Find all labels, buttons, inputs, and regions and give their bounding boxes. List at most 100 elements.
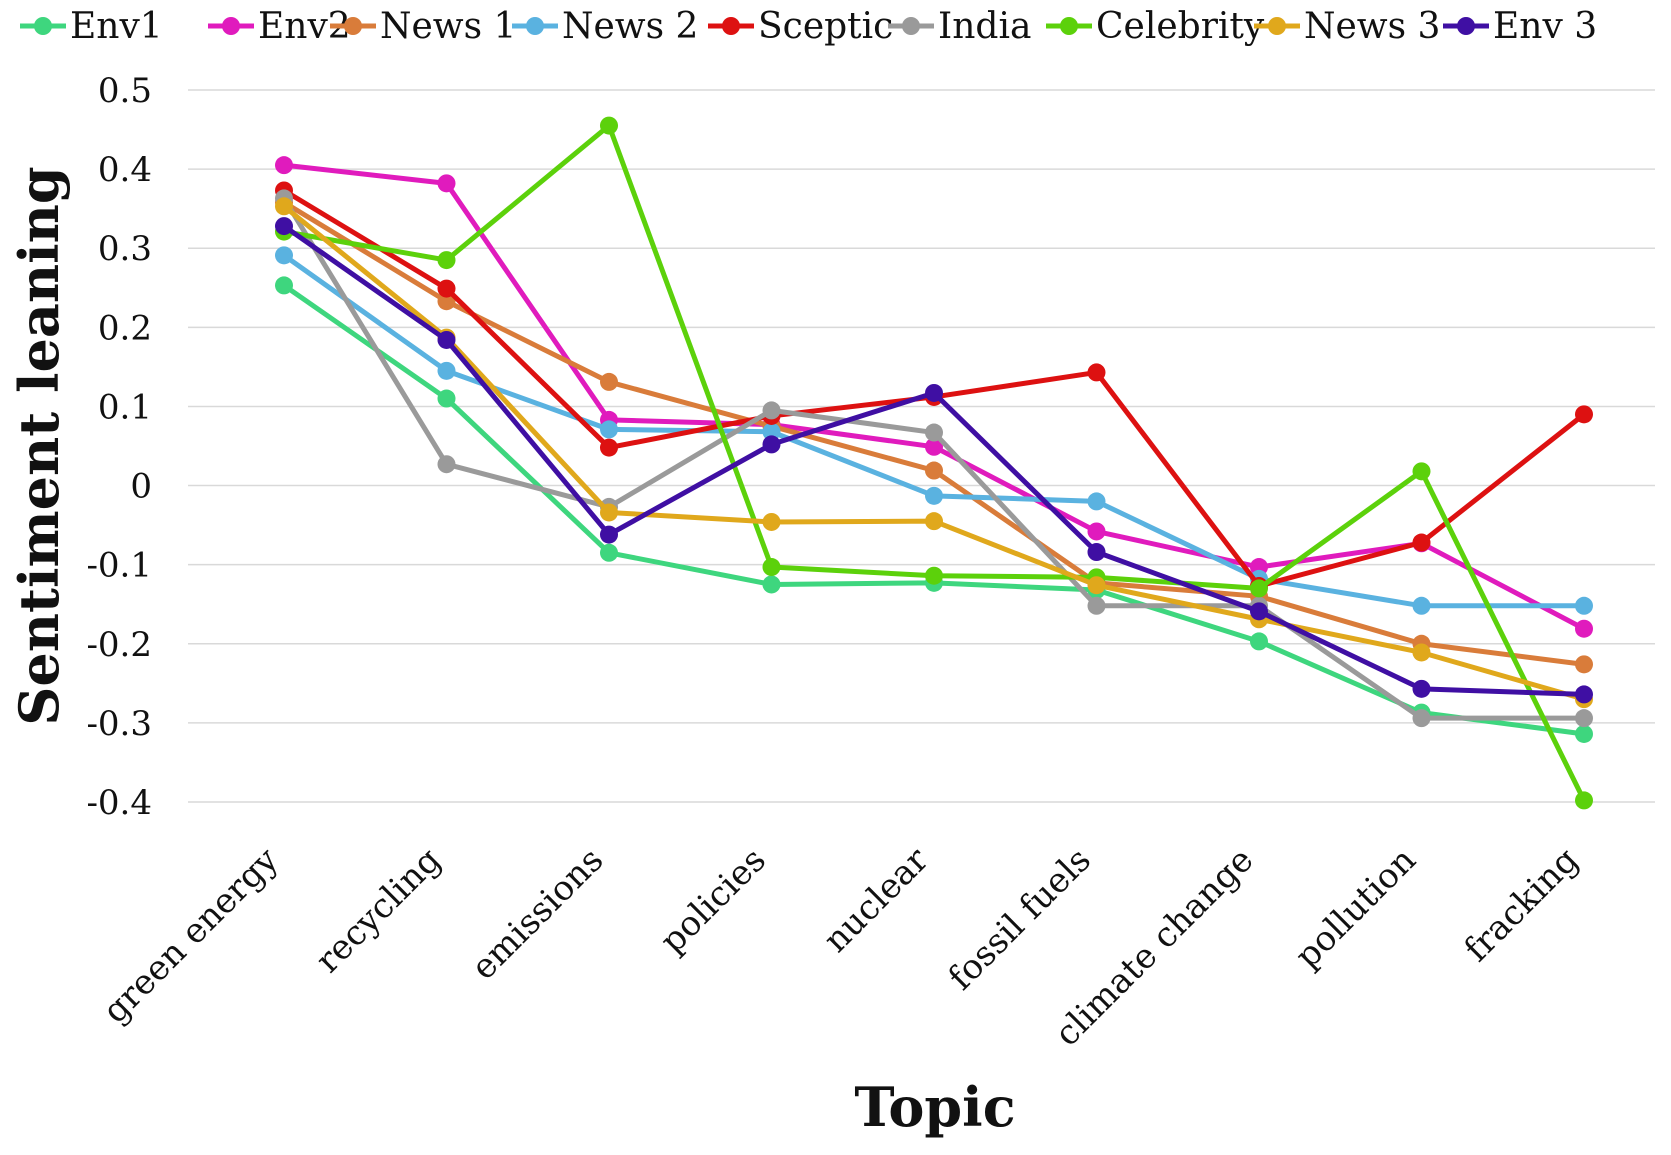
data-point (925, 437, 943, 456)
legend-item: India (888, 6, 1031, 47)
data-point (275, 197, 293, 216)
data-point (1575, 619, 1593, 638)
x-tick-label: green energy (95, 840, 287, 1032)
x-tick-label: emissions (464, 840, 612, 988)
x-tick-label: policies (653, 840, 774, 961)
y-tick-label: 0 (130, 467, 152, 507)
legend-item: Env1 (20, 6, 163, 47)
legend-item: Celebrity (1046, 6, 1265, 47)
data-point (1250, 632, 1268, 651)
legend: Env1 Env2 News 1 News 2 Sceptic India Celebrit… (20, 6, 1597, 47)
legend-marker (1268, 17, 1286, 35)
legend-label: Celebrity (1096, 6, 1265, 47)
data-point (437, 292, 456, 311)
legend-label: News 1 (380, 6, 516, 47)
series-celebrity (275, 116, 1593, 810)
y-tick-label: 0.4 (98, 150, 152, 190)
data-point (275, 156, 293, 175)
y-tick-label: -0.3 (86, 704, 152, 744)
data-point (1575, 709, 1593, 728)
data-point (600, 543, 618, 562)
series-env1 (275, 276, 1593, 743)
data-point (1412, 679, 1431, 698)
data-point (275, 217, 293, 236)
data-point (762, 558, 781, 577)
data-point (925, 461, 943, 480)
legend-marker (722, 17, 740, 35)
legend-item: News 2 (512, 6, 698, 47)
data-point (275, 276, 293, 295)
legend-label: Sceptic (758, 6, 893, 47)
data-point (925, 512, 943, 531)
series-lines (275, 116, 1593, 810)
data-point (437, 361, 456, 380)
data-point (600, 116, 618, 135)
data-point (600, 438, 618, 457)
x-tick-label: recycling (308, 840, 449, 981)
series-line (282, 283, 1585, 737)
data-point (1412, 462, 1431, 481)
x-tick-label: nuclear (816, 840, 937, 961)
series-line (281, 197, 1584, 721)
data-point (1575, 596, 1593, 615)
x-tick-label: pollution (1288, 840, 1424, 976)
legend-marker (1457, 17, 1475, 35)
data-point (437, 389, 456, 408)
data-point (437, 251, 456, 270)
y-tick-label: 0.3 (98, 229, 152, 269)
data-point (600, 525, 618, 544)
data-point (1087, 596, 1106, 615)
data-point (1412, 533, 1431, 552)
data-point (1087, 363, 1106, 382)
data-point (600, 372, 618, 391)
x-tick-label: fracking (1457, 840, 1587, 970)
data-point (1575, 791, 1593, 810)
data-point (762, 435, 781, 454)
legend-item: News 1 (330, 6, 516, 47)
legend-marker (1060, 17, 1078, 35)
data-point (762, 512, 781, 531)
data-point (1575, 405, 1593, 424)
x-tick-labels: green energy recycling emissions policies nu… (95, 840, 1586, 1055)
series-line (282, 224, 1585, 697)
series-env-3 (275, 217, 1593, 704)
data-point (1412, 643, 1431, 662)
data-point (925, 566, 943, 585)
data-point (275, 246, 293, 265)
legend-marker (902, 17, 920, 35)
data-point (1575, 724, 1593, 743)
y-tick-label: -0.2 (86, 625, 152, 665)
legend-label: Env1 (70, 6, 163, 47)
legend-item: Sceptic (708, 6, 893, 47)
legend-marker (222, 17, 240, 35)
legend-label: News 3 (1304, 6, 1440, 47)
legend-item: News 3 (1254, 6, 1440, 47)
y-axis-title: Sentiment leaning (7, 166, 71, 725)
data-point (437, 455, 456, 474)
data-point (1087, 522, 1106, 541)
data-point (1575, 655, 1593, 674)
legend-label: India (938, 6, 1031, 47)
legend-item: Env 3 (1443, 6, 1597, 47)
legend-item: Env2 (208, 6, 351, 47)
legend-marker (526, 17, 544, 35)
data-point (437, 330, 456, 349)
data-point (762, 422, 781, 441)
data-point (925, 383, 943, 402)
y-tick-label: -0.4 (86, 783, 152, 823)
y-tick-label: 0.5 (98, 71, 152, 111)
data-point (1575, 685, 1593, 704)
x-tick-label: fossil fuels (941, 840, 1099, 998)
data-point (925, 486, 943, 505)
data-point (1412, 596, 1431, 615)
data-point (1087, 576, 1106, 595)
data-point (600, 503, 618, 522)
x-axis-title: Topic (854, 1075, 1015, 1139)
data-point (1087, 543, 1106, 562)
data-point (762, 575, 781, 594)
data-point (925, 423, 943, 442)
data-point (437, 174, 456, 193)
y-tick-label: -0.1 (86, 546, 152, 586)
data-point (600, 420, 618, 439)
